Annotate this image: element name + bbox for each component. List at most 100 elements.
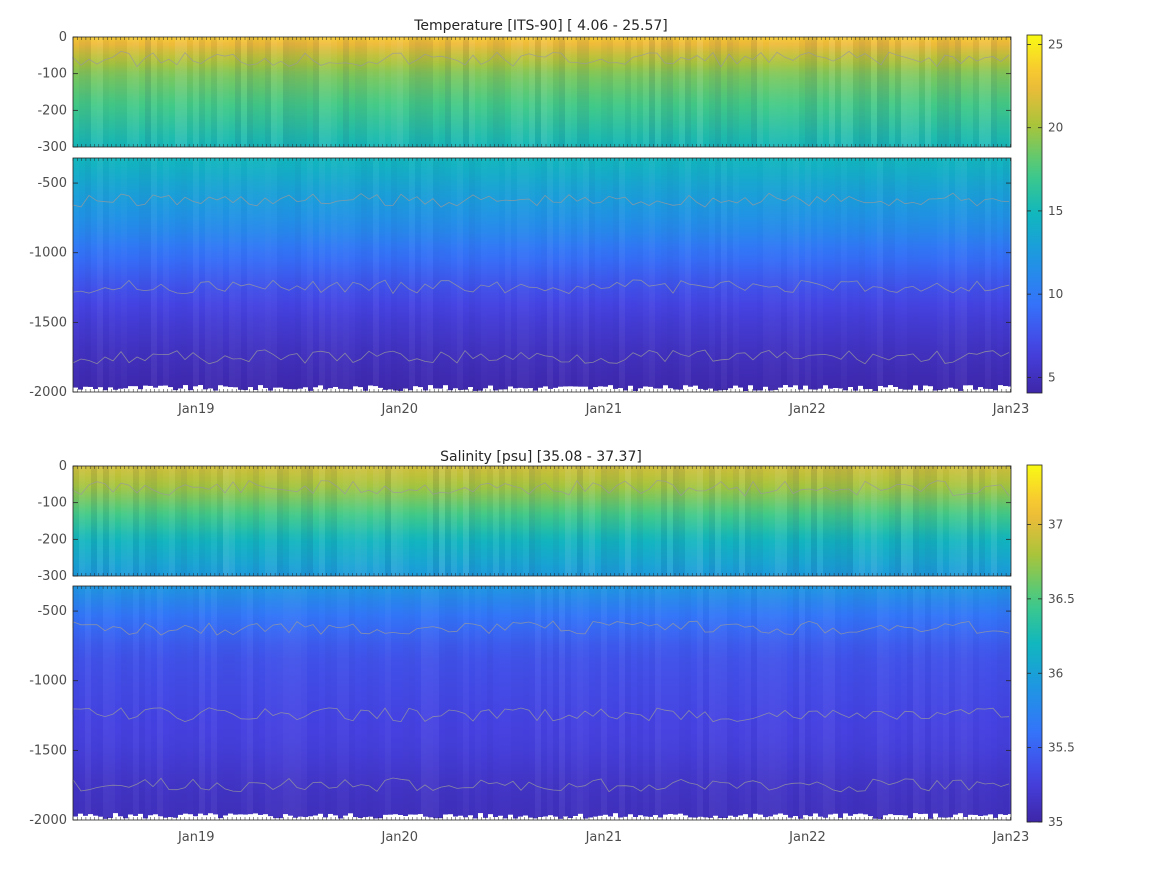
missing-data-gap [798,389,803,392]
missing-data-gap [743,814,748,820]
missing-data-gap [353,386,358,392]
variability-streak [463,158,469,392]
variability-streak [937,466,943,576]
variability-streak [1003,158,1009,392]
missing-data-gap [458,815,463,820]
variability-streak [991,586,997,820]
missing-data-gap [153,387,158,392]
variability-streak [103,37,109,147]
missing-data-gap [473,818,478,820]
missing-data-gap [428,817,433,820]
variability-streak [199,466,205,576]
variability-streak [481,586,487,820]
missing-data-gap [438,818,443,820]
x-tick-label: Jan20 [380,830,418,845]
missing-data-gap [533,390,538,392]
missing-data-gap [78,813,83,820]
variability-streak [853,37,859,147]
variability-streak [973,37,979,147]
variability-streak [877,158,883,392]
missing-data-gap [693,817,698,820]
variability-streak [271,37,277,147]
missing-data-gap [893,386,898,392]
missing-data-gap [758,390,763,392]
variability-streak [607,466,613,576]
missing-data-gap [558,818,563,820]
variability-streak [397,37,403,147]
missing-data-gap [483,388,488,392]
temperature-upper-yticks: 0 -100 -200 -300 [37,30,1011,155]
variability-streak [985,158,991,392]
variability-streak [277,586,283,820]
variability-streak [763,158,769,392]
variability-streak [571,158,577,392]
variability-streak [223,37,229,147]
x-tick-label: Jan23 [992,830,1030,845]
variability-streak [787,158,793,392]
missing-data-gap [403,388,408,392]
variability-streak [697,158,703,392]
missing-data-gap [83,815,88,820]
variability-streak [877,586,883,820]
variability-streak [385,158,391,392]
variability-streak [805,466,811,576]
missing-data-gap [833,388,838,392]
variability-streak [493,586,499,820]
variability-streak [589,466,595,576]
variability-streak [967,466,973,576]
variability-streak [301,37,307,147]
variability-streak [421,586,427,820]
variability-streak [631,158,637,392]
missing-data-gap [223,386,228,392]
missing-data-gap [343,815,348,820]
variability-streak [505,466,511,576]
variability-streak [145,586,151,820]
variability-streak [733,586,739,820]
variability-streak [277,466,283,576]
variability-streak [523,37,529,147]
variability-streak [439,158,445,392]
missing-data-gap [773,389,778,392]
variability-streak [985,586,991,820]
variability-streak [649,586,655,820]
missing-data-gap [98,387,103,392]
variability-streak [997,37,1003,147]
salinity-lower-field [73,586,1011,820]
temperature-lower-field [73,158,1011,392]
missing-data-gap [913,813,918,820]
y-tick-label: -100 [37,496,67,511]
missing-data-gap [803,815,808,820]
missing-data-gap [648,816,653,820]
variability-streak [901,466,907,576]
variability-streak [697,37,703,147]
variability-streak [463,37,469,147]
variability-streak [979,158,985,392]
missing-data-gap [718,818,723,820]
variability-streak [79,158,85,392]
variability-streak [127,466,133,576]
missing-data-gap [343,388,348,392]
variability-streak [277,37,283,147]
variability-streak [961,586,967,820]
variability-streak [931,466,937,576]
variability-streak [973,158,979,392]
variability-streak [1009,37,1015,147]
variability-streak [601,158,607,392]
variability-streak [655,586,661,820]
missing-data-gap [778,387,783,392]
missing-data-gap [328,388,333,392]
x-tick-label: Jan19 [177,402,215,417]
missing-data-gap [318,813,323,820]
missing-data-gap [198,385,203,392]
variability-streak [559,158,565,392]
missing-data-gap [673,389,678,392]
variability-streak [433,37,439,147]
missing-data-gap [408,814,413,820]
variability-streak [961,158,967,392]
variability-streak [319,37,325,147]
variability-streak [499,466,505,576]
variability-streak [733,37,739,147]
missing-data-gap [903,389,908,392]
missing-data-gap [443,814,448,820]
missing-data-gap [598,386,603,392]
